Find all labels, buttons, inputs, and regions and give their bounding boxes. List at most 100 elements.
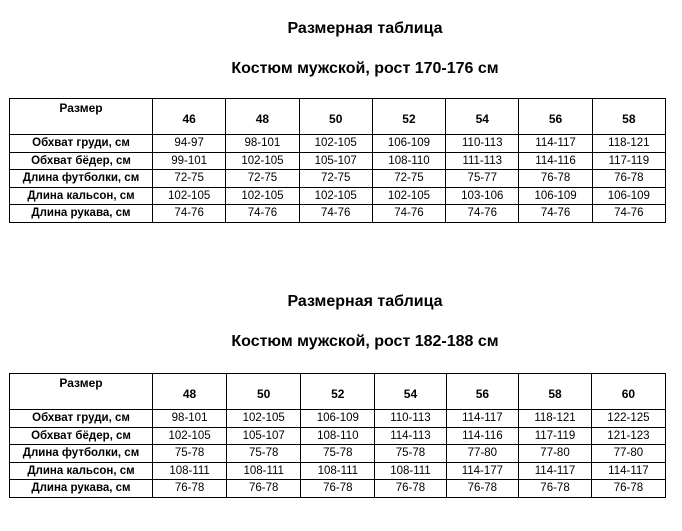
table-cell: 102-105 — [298, 186, 373, 205]
table-cell: 99-101 — [151, 151, 227, 170]
table-cell: 74-76 — [151, 204, 227, 223]
table-cell: 117-119 — [518, 426, 592, 445]
table-cell: 108-111 — [151, 461, 228, 480]
table-cell: 76-78 — [374, 479, 447, 498]
size-header: 46 — [151, 98, 227, 135]
table-cell: 76-78 — [591, 169, 667, 188]
row-label: Обхват груди, см — [9, 409, 153, 428]
header-label: Размер — [9, 98, 153, 135]
table-cell: 106-109 — [300, 409, 376, 428]
table-cell: 74-76 — [225, 204, 300, 223]
table-cell: 106-109 — [518, 186, 593, 205]
size-header: 54 — [374, 373, 447, 410]
table-cell: 76-78 — [518, 479, 592, 498]
table-cell: 111-113 — [445, 151, 520, 170]
table-cell: 76-78 — [590, 479, 667, 498]
table-cell: 76-78 — [226, 479, 302, 498]
table-cell: 114-117 — [518, 461, 592, 480]
table-cell: 98-101 — [225, 134, 300, 153]
row-label: Длина рукава, см — [9, 479, 153, 498]
table-cell: 75-78 — [226, 444, 302, 463]
header-label: Размер — [9, 373, 153, 410]
table-cell: 114-117 — [445, 409, 520, 428]
table-cell: 114-177 — [445, 461, 520, 480]
table-row: Длина рукава, см 76-78 76-78 76-78 76-78 76-7… — [9, 479, 667, 498]
row-label: Обхват бёдер, см — [9, 151, 153, 170]
table-cell: 108-111 — [300, 461, 376, 480]
size-header: 52 — [371, 98, 447, 135]
table-cell: 105-107 — [298, 151, 373, 170]
table-cell: 77-80 — [518, 444, 592, 463]
table-row: Обхват груди, см 94-97 98-101 102-105 106-10… — [9, 134, 667, 153]
size-header: 54 — [445, 98, 520, 135]
table-2-title: Размерная таблица — [287, 293, 443, 310]
table-cell: 76-78 — [445, 479, 520, 498]
table-cell: 105-107 — [226, 426, 302, 445]
table-cell: 106-109 — [371, 134, 447, 153]
table-cell: 102-105 — [151, 186, 227, 205]
table-cell: 103-106 — [445, 186, 520, 205]
table-row: Длина кальсон, см 102-105 102-105 102-105 10… — [9, 186, 667, 205]
row-label: Длина кальсон, см — [9, 186, 153, 205]
header-row: Размер 48 50 52 54 56 58 60 — [9, 373, 667, 410]
table-cell: 72-75 — [298, 169, 373, 188]
table-cell: 72-75 — [371, 169, 447, 188]
table-cell: 72-75 — [151, 169, 227, 188]
row-label: Обхват бёдер, см — [9, 426, 153, 445]
table-cell: 102-105 — [225, 151, 300, 170]
table-cell: 102-105 — [151, 426, 228, 445]
table-cell: 110-113 — [445, 134, 520, 153]
table-cell: 75-78 — [300, 444, 376, 463]
size-table-1: Размер 46 48 50 52 54 56 58 Обхват груди, см 94-9… — [9, 98, 667, 223]
table-1-subtitle: Костюм мужской, рост 170-176 см — [231, 60, 499, 77]
table-row: Длина футболки, см 72-75 72-75 72-75 72-75 75… — [9, 169, 667, 188]
table-cell: 121-123 — [590, 426, 667, 445]
size-header: 56 — [518, 98, 593, 135]
table-cell: 117-119 — [591, 151, 667, 170]
table-cell: 77-80 — [445, 444, 520, 463]
size-header: 60 — [590, 373, 667, 410]
table-cell: 102-105 — [298, 134, 373, 153]
table-cell: 74-76 — [518, 204, 593, 223]
table-cell: 76-78 — [518, 169, 593, 188]
table-cell: 94-97 — [151, 134, 227, 153]
table-cell: 102-105 — [371, 186, 447, 205]
row-label: Длина футболки, см — [9, 169, 153, 188]
row-label: Длина рукава, см — [9, 204, 153, 223]
table-cell: 118-121 — [518, 409, 592, 428]
table-cell: 110-113 — [374, 409, 447, 428]
row-label: Обхват груди, см — [9, 134, 153, 153]
size-header: 58 — [518, 373, 592, 410]
table-cell: 108-110 — [371, 151, 447, 170]
table-row: Обхват груди, см 98-101 102-105 106-109 110-… — [9, 409, 667, 428]
table-cell: 74-76 — [591, 204, 667, 223]
table-cell: 75-78 — [374, 444, 447, 463]
table-cell: 114-113 — [374, 426, 447, 445]
table-row: Длина футболки, см 75-78 75-78 75-78 75-78 77… — [9, 444, 667, 463]
table-cell: 106-109 — [591, 186, 667, 205]
table-cell: 77-80 — [590, 444, 667, 463]
table-cell: 102-105 — [225, 186, 300, 205]
size-header: 48 — [151, 373, 228, 410]
table-cell: 74-76 — [371, 204, 447, 223]
table-cell: 114-117 — [590, 461, 667, 480]
table-2-subtitle: Костюм мужской, рост 182-188 см — [231, 333, 499, 350]
table-cell: 108-111 — [226, 461, 302, 480]
table-cell: 75-77 — [445, 169, 520, 188]
size-header: 48 — [225, 98, 300, 135]
table-1-title: Размерная таблица — [287, 20, 443, 37]
table-cell: 76-78 — [300, 479, 376, 498]
row-label: Длина футболки, см — [9, 444, 153, 463]
table-cell: 122-125 — [590, 409, 667, 428]
table-cell: 74-76 — [298, 204, 373, 223]
table-cell: 118-121 — [591, 134, 667, 153]
table-row: Длина кальсон, см 108-111 108-111 108-111 10… — [9, 461, 667, 480]
size-header: 50 — [298, 98, 373, 135]
table-row: Длина рукава, см 74-76 74-76 74-76 74-76 74-7… — [9, 204, 667, 223]
size-header: 58 — [591, 98, 667, 135]
size-table-2: Размер 48 50 52 54 56 58 60 Обхват груди, см 98-1… — [9, 373, 667, 498]
table-cell: 108-111 — [374, 461, 447, 480]
row-label: Длина кальсон, см — [9, 461, 153, 480]
header-row: Размер 46 48 50 52 54 56 58 — [9, 98, 667, 135]
table-cell: 102-105 — [226, 409, 302, 428]
